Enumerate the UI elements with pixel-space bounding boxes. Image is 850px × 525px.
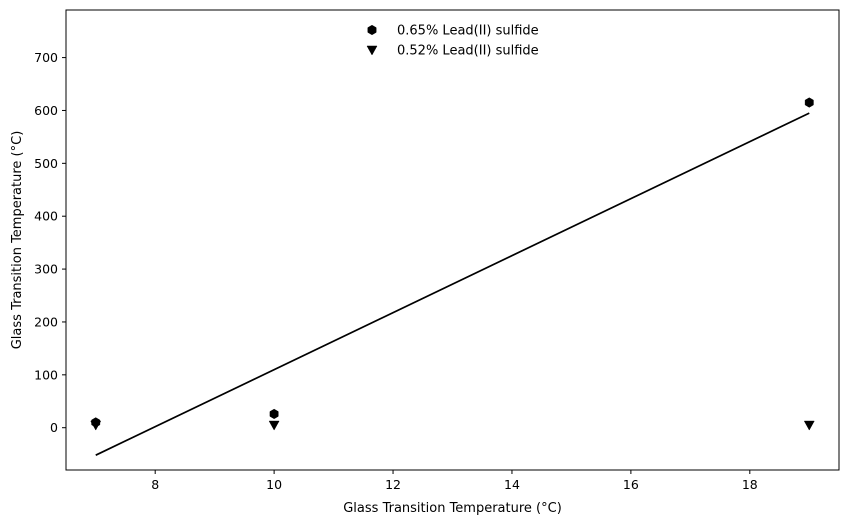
legend-marker-series-2 <box>366 45 378 56</box>
y-tick-label: 0 <box>50 420 58 435</box>
x-axis-title: Glass Transition Temperature (°C) <box>343 501 562 516</box>
trendline <box>95 112 810 456</box>
data-points <box>90 97 815 431</box>
y-tick-label: 500 <box>34 156 58 171</box>
y-tick-label: 300 <box>34 262 58 277</box>
y-tick-label: 200 <box>34 314 58 329</box>
y-tick-label: 600 <box>34 103 58 118</box>
x-tick-label: 14 <box>504 477 520 492</box>
y-tick-label: 400 <box>34 209 58 224</box>
x-axis: 8 10 12 14 16 18 <box>151 470 758 492</box>
x-tick-label: 8 <box>151 477 159 492</box>
x-tick-label: 12 <box>385 477 401 492</box>
legend: 0.65% Lead(II) sulfide 0.52% Lead(II) sul… <box>366 24 539 59</box>
x-tick-label: 18 <box>742 477 758 492</box>
data-point-series-1 <box>804 97 814 108</box>
legend-label: 0.52% Lead(II) sulfide <box>397 44 539 59</box>
legend-label: 0.65% Lead(II) sulfide <box>397 24 539 39</box>
y-tick-label: 700 <box>34 50 58 65</box>
x-tick-label: 10 <box>266 477 282 492</box>
data-point-series-2 <box>268 420 280 431</box>
data-point-series-2 <box>90 420 102 431</box>
y-axis-title: Glass Transition Temperature (°C) <box>10 131 25 350</box>
y-tick-label: 100 <box>34 367 58 382</box>
legend-marker-series-1 <box>367 24 377 36</box>
data-point-series-1 <box>269 408 279 420</box>
trendline-group <box>95 112 810 456</box>
y-axis: 0 100 200 300 400 500 600 700 <box>34 50 66 435</box>
x-tick-label: 16 <box>623 477 639 492</box>
plot-area <box>65 9 840 471</box>
data-point-series-2 <box>803 420 815 431</box>
